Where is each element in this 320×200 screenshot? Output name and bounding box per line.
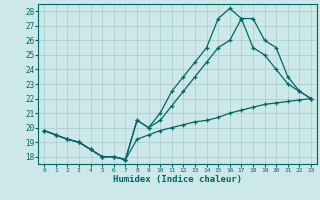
X-axis label: Humidex (Indice chaleur): Humidex (Indice chaleur) [113, 175, 242, 184]
